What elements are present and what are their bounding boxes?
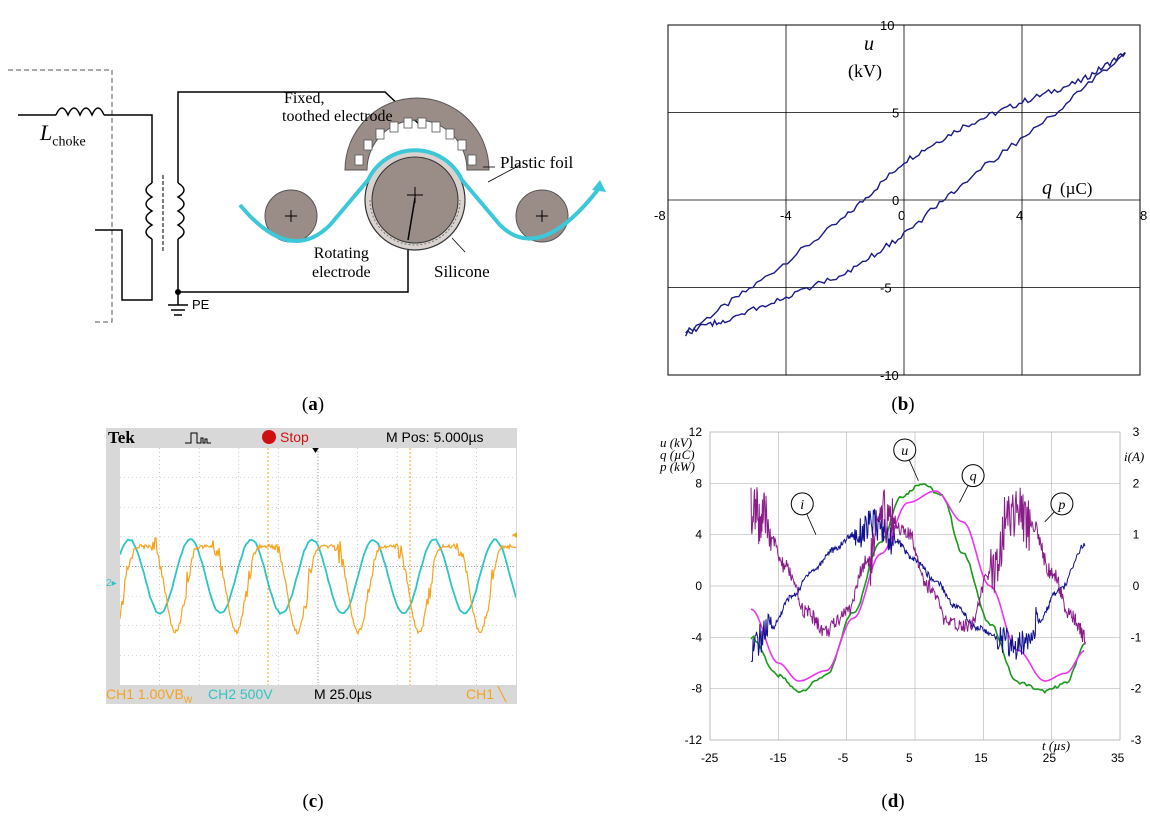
x-tick-label: 35 [1111,751,1125,765]
t-axis-label: t (µs) [1042,738,1071,753]
series-q [750,490,1085,682]
x-tick-label: 0 [898,208,905,223]
x-tick-label: 25 [1043,751,1057,765]
scope-brand: Tek [108,428,135,447]
panel-c-caption: (c) [302,791,324,812]
callout-circle [1050,492,1074,516]
right-axis-label: i(A) [1124,449,1145,464]
y-tick-label: 8 [695,476,702,490]
trigger-pos-icon [312,448,319,453]
y2-tick-label: -2 [1131,682,1142,696]
x-axis-unit: (µC) [1060,179,1092,198]
y2-tick-label: 2 [1133,476,1140,490]
callout-circle [893,438,917,462]
callout-label-i: i [800,498,804,513]
y-axis-symbol: u [864,33,874,55]
x-tick-label: 15 [974,751,988,765]
x-tick-label: -15 [769,751,787,765]
silicone-label: Silicone [434,262,490,281]
y-tick-label: -10 [880,368,899,383]
panel-d-caption: (d) [881,791,905,812]
y-tick-label: -8 [691,682,702,696]
x-tick-label: -25 [701,751,719,765]
x-tick-label: -5 [838,751,849,765]
x-tick-label: -8 [654,208,666,223]
plastic-foil-label: Plastic foil [500,153,574,172]
y2-tick-label: -1 [1131,630,1142,644]
trigger-waveform-icon [185,432,211,444]
panel-d-chart: -25 -15 -5 5 15 25 35 12 8 4 0 -4 -8 -12 3 2 1 0 -1 -2 -3 u q i… [685,425,1142,765]
callout-label-p: p [1057,498,1065,513]
choke-label: Lchoke [40,120,86,150]
y-axis-unit: (kV) [848,61,882,82]
ch2-settings: CH2 500V [208,686,273,702]
y-tick-label: 5 [892,106,899,121]
panel-a-schematic [8,69,606,323]
y-tick-label: 10 [880,18,894,33]
y-tick-label: 0 [695,579,702,593]
y-tick-label: -4 [691,630,702,644]
y-tick-label: -5 [880,281,892,296]
hysteresis-branch [685,52,1126,337]
panel-b-chart: -8 -4 0 4 8 10 5 0 -5 -10 u (kV) q (µC) [654,18,1147,383]
ch1-settings: CH1 1.00VBW [106,686,193,705]
callout-circle [790,492,814,516]
series-i [750,508,1086,663]
x-tick-label: 4 [1016,208,1023,223]
panel-b-caption: (b) [891,394,915,415]
rotating-electrode-label: Rotating electrode [312,245,371,281]
hysteresis-branch [685,51,1126,335]
y-tick-label: -12 [685,733,703,747]
pe-label: PE [192,297,210,312]
y2-tick-label: 1 [1133,528,1140,542]
callout-label-q: q [970,470,977,485]
callout-circle [961,464,985,488]
series-u [750,483,1085,694]
x-tick-label: 5 [906,751,913,765]
panel-a-caption: (a) [301,394,325,415]
ch1-trace [120,537,516,636]
scope-timebase: M 25.0µs [314,686,372,702]
callout-label-u: u [901,444,908,459]
stop-icon [262,430,276,444]
x-tick-label: 8 [1140,208,1147,223]
ch2-marker: 2▸ [106,578,117,589]
y2-tick-label: -3 [1131,733,1142,747]
fixed-electrode-label: Fixed, toothed electrode [282,90,393,125]
scope-plot [120,448,516,685]
ch2-trace [120,538,516,616]
y2-tick-label: 0 [1133,579,1140,593]
ch1-marker-icon: ◂ [511,529,517,541]
oscilloscope-screen: Tek Stop M Pos: 5.000µs 2▸ ◂ CH1 1.00VBW… [106,428,517,705]
scope-mpos: M Pos: 5.000µs [386,429,484,445]
x-axis-symbol: q [1042,177,1052,199]
y-tick-label: 0 [892,193,899,208]
y-tick-label: 12 [689,425,703,439]
y-tick-label: 4 [695,528,702,542]
scope-trigger: CH1 ╲ [466,686,507,702]
scope-state: Stop [280,429,309,445]
x-tick-label: -4 [780,208,792,223]
left-axis-labels: u (kV) q (µC) p (kW) [660,435,696,474]
series-p [750,487,1086,645]
y2-tick-label: 3 [1133,425,1140,439]
